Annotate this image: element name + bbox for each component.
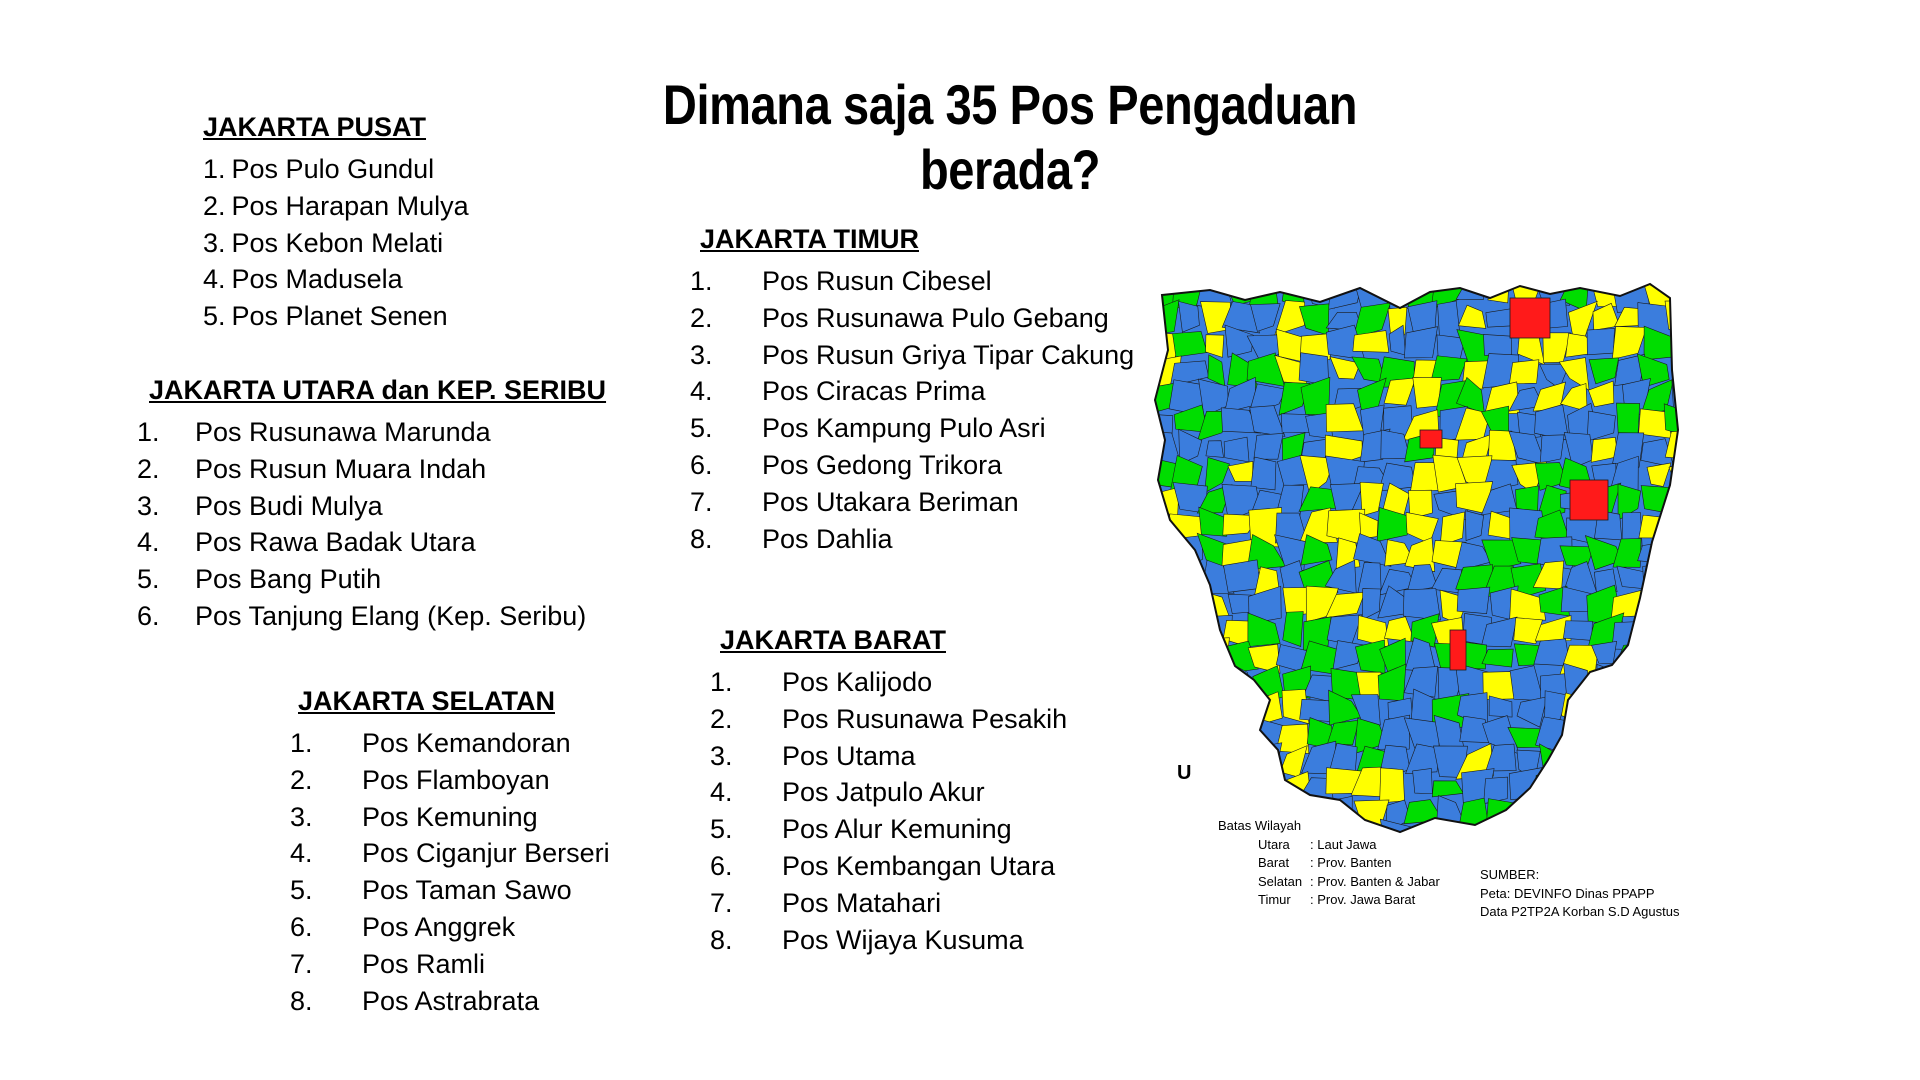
boundary-legend: Batas Wilayah Utara: Laut Jawa Barat: Pr… — [1218, 817, 1440, 910]
boundary-row: Barat: Prov. Banten — [1258, 855, 1392, 870]
list-item: 1. Pos Kemandoran — [290, 728, 571, 758]
list-item: 4. Pos Madusela — [203, 264, 403, 295]
list-item: 3. Pos Utama — [710, 740, 916, 771]
source-note: SUMBER: Peta: DEVINFO Dinas PPAPP Data P… — [1480, 866, 1679, 922]
list-item: 5. Pos Bang Putih — [137, 564, 382, 595]
list-item: 5. Pos Planet Senen — [203, 301, 448, 332]
pos-list-pusat: 1. Pos Pulo Gundul 2. Pos Harapan Mulya 3.… — [203, 151, 469, 335]
boundary-title: Batas Wilayah — [1218, 818, 1302, 833]
list-item: 3. Pos Kemuning — [290, 801, 538, 832]
list-item: 2. Pos Flamboyan — [290, 764, 550, 795]
list-item: 6. Pos Tanjung Elang (Kep. Seribu) — [137, 600, 587, 631]
list-item: 4. Pos Ciganjur Berseri — [290, 838, 610, 869]
section-heading: JAKARTA SELATAN — [298, 686, 555, 716]
source-title: SUMBER: — [1480, 867, 1540, 882]
list-item: 3. Pos Budi Mulya — [137, 490, 383, 521]
list-item: 8. Pos Dahlia — [690, 523, 893, 554]
list-item: 2. Pos Harapan Mulya — [203, 190, 469, 221]
section-heading: JAKARTA TIMUR — [700, 224, 919, 254]
list-item: 8. Pos Astrabrata — [290, 985, 540, 1016]
list-item: 7. Pos Ramli — [290, 948, 486, 979]
list-item: 6. Pos Kembangan Utara — [710, 850, 1056, 881]
pos-list-barat: 1. Pos Kalijodo 2. Pos Rusunawa Pesakih 3.… — [710, 664, 1067, 958]
pos-list-utara: 1. Pos Rusunawa Marunda 2. Pos Rusun Muara… — [137, 414, 606, 635]
list-item: 5. Pos Taman Sawo — [290, 875, 572, 906]
section-jakarta-utara: JAKARTA UTARA dan KEP. SERIBU 1. Pos Rusu… — [137, 375, 606, 635]
source-line: Peta: DEVINFO Dinas PPAPP — [1480, 885, 1655, 901]
jakarta-choropleth — [1154, 283, 1679, 833]
section-jakarta-selatan: JAKARTA SELATAN 1. Pos Kemandoran 2. Pos F… — [290, 686, 610, 1019]
list-item: 6. Pos Gedong Trikora — [690, 449, 1003, 480]
jakarta-map — [1150, 280, 1690, 840]
boundary-row: Selatan: Prov. Banten & Jabar — [1258, 873, 1440, 889]
list-item: 7. Pos Matahari — [710, 887, 942, 918]
map-regions — [1155, 284, 1678, 832]
section-heading: JAKARTA BARAT — [720, 625, 946, 655]
list-item: 2. Pos Rusunawa Pulo Gebang — [690, 302, 1109, 333]
list-item: 3. Pos Rusun Griya Tipar Cakung — [690, 339, 1135, 370]
section-heading: JAKARTA UTARA dan KEP. SERIBU — [149, 375, 607, 405]
pos-list-selatan: 1. Pos Kemandoran 2. Pos Flamboyan 3. Pos K… — [290, 725, 610, 1019]
list-item: 1. Pos Rusun Cibesel — [690, 266, 992, 296]
list-item: 4. Pos Jatpulo Akur — [710, 777, 985, 808]
north-label: U — [1177, 762, 1192, 784]
list-item: 3. Pos Kebon Melati — [203, 227, 444, 258]
section-jakarta-timur: JAKARTA TIMUR 1. Pos Rusun Cibesel 2. Pos … — [690, 224, 1134, 557]
section-jakarta-pusat: JAKARTA PUSAT 1. Pos Pulo Gundul 2. Pos Ha… — [203, 112, 469, 335]
list-item: 8. Pos Wijaya Kusuma — [710, 924, 1024, 955]
list-item: 1. Pos Rusunawa Marunda — [137, 417, 491, 447]
list-item: 4. Pos Rawa Badak Utara — [137, 527, 476, 558]
list-item: 5. Pos Alur Kemuning — [710, 814, 1012, 845]
list-item: 6. Pos Anggrek — [290, 911, 516, 942]
list-item: 1. Pos Pulo Gundul — [203, 154, 435, 184]
list-item: 7. Pos Utakara Beriman — [690, 486, 1019, 517]
section-heading: JAKARTA PUSAT — [203, 112, 427, 142]
source-line: Data P2TP2A Korban S.D Agustus — [1480, 904, 1680, 919]
list-item: 2. Pos Rusunawa Pesakih — [710, 703, 1068, 734]
section-jakarta-barat: JAKARTA BARAT 1. Pos Kalijodo 2. Pos Rusun… — [710, 625, 1067, 958]
list-item: 1. Pos Kalijodo — [710, 667, 933, 697]
pos-list-timur: 1. Pos Rusun Cibesel 2. Pos Rusunawa Pulo … — [690, 263, 1134, 557]
list-item: 5. Pos Kampung Pulo Asri — [690, 413, 1046, 444]
page-title: Dimana saja 35 Pos Pengaduan berada? — [662, 73, 1358, 201]
boundary-row: Utara: Laut Jawa — [1258, 836, 1377, 852]
boundary-row: Timur: Prov. Jawa Barat — [1258, 892, 1416, 907]
list-item: 2. Pos Rusun Muara Indah — [137, 453, 487, 484]
list-item: 4. Pos Ciracas Prima — [690, 376, 986, 407]
